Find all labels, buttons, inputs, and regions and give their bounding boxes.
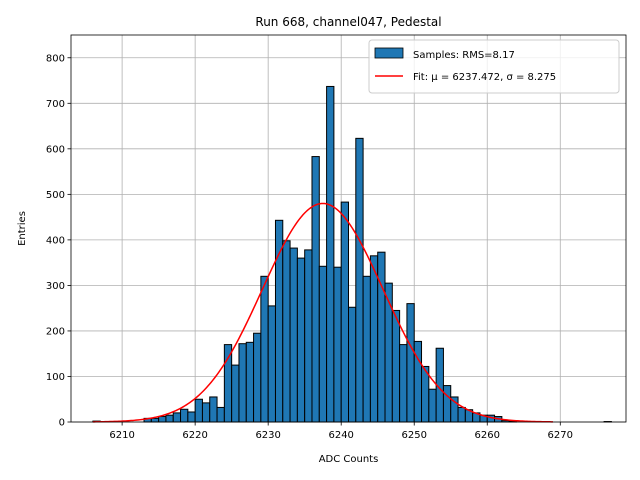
histogram-bar xyxy=(384,282,393,423)
y-tick-label: 500 xyxy=(46,190,65,201)
y-axis-ticks: 0 100 200 300 400 500 600 700 800 xyxy=(46,53,71,429)
histogram-bar xyxy=(318,265,328,423)
histogram-bar xyxy=(377,251,386,423)
legend-box xyxy=(368,39,620,94)
histogram-bar xyxy=(333,266,342,423)
histogram-bar xyxy=(391,309,401,423)
y-axis-label: Entries xyxy=(17,211,28,246)
legend: Samples: RMS=8.17 Fit: μ = 6237.472, σ =… xyxy=(368,39,620,94)
histogram-bar xyxy=(201,402,211,423)
histogram-bar xyxy=(340,201,349,423)
y-tick-label: 0 xyxy=(59,418,65,429)
legend-swatch-samples xyxy=(374,47,404,59)
histogram-bar xyxy=(428,388,437,423)
y-tick-label: 300 xyxy=(46,281,65,292)
y-tick-label: 700 xyxy=(46,99,65,110)
histogram-bar xyxy=(223,344,233,423)
histogram-bar xyxy=(231,364,240,423)
histogram-bar xyxy=(245,341,255,423)
histogram-bar xyxy=(150,417,160,423)
legend-label-fit: Fit: μ = 6237.472, σ = 8.275 xyxy=(413,72,556,83)
x-tick-label: 6270 xyxy=(548,430,573,441)
y-tick-label: 100 xyxy=(46,372,65,383)
histogram-bar xyxy=(348,306,357,423)
histogram-bar xyxy=(180,408,189,423)
histogram-bar xyxy=(165,414,174,423)
histogram-bar xyxy=(187,411,196,423)
x-tick-label: 6220 xyxy=(182,430,207,441)
y-tick-label: 200 xyxy=(46,326,65,337)
histogram-bar xyxy=(304,249,313,423)
histogram-bar xyxy=(457,406,466,423)
histogram-bars xyxy=(92,85,612,423)
y-tick-label: 600 xyxy=(46,144,65,155)
histogram-bar xyxy=(274,219,284,423)
y-tick-label: 400 xyxy=(46,235,65,246)
y-tick-label: 800 xyxy=(46,53,65,64)
x-tick-label: 6250 xyxy=(401,430,426,441)
histogram-bar xyxy=(369,255,379,423)
histogram-bar xyxy=(406,303,415,423)
histogram-bar xyxy=(216,406,225,423)
plot-frame xyxy=(70,34,627,423)
chart-title: Run 668, channel047, Pedestal xyxy=(255,15,441,29)
x-tick-label: 6240 xyxy=(328,430,353,441)
histogram-bar xyxy=(282,240,291,423)
histogram-bar xyxy=(296,257,306,423)
histogram-bar xyxy=(326,85,335,423)
x-axis-label: ADC Counts xyxy=(319,454,379,465)
fit-curve xyxy=(92,202,553,423)
histogram-bar xyxy=(267,305,276,423)
legend-label-samples: Samples: RMS=8.17 xyxy=(413,50,515,61)
histogram-bar xyxy=(158,416,167,423)
histogram-bar xyxy=(355,137,364,423)
histogram-bar xyxy=(238,343,247,423)
histogram-bar xyxy=(209,396,218,423)
x-tick-label: 6210 xyxy=(109,430,134,441)
histogram-bar xyxy=(260,275,269,423)
x-tick-label: 6260 xyxy=(475,430,500,441)
histogram-bar xyxy=(442,385,452,423)
histogram-bar xyxy=(172,412,182,423)
histogram-bar xyxy=(362,275,371,423)
histogram-bar xyxy=(399,344,408,423)
histogram-bar xyxy=(311,156,320,423)
x-tick-label: 6230 xyxy=(255,430,280,441)
histogram-bar xyxy=(253,332,262,423)
histogram-bar xyxy=(289,247,298,423)
histogram-bar xyxy=(194,398,203,423)
x-axis-ticks: 6210 6220 6230 6240 6250 6260 6270 xyxy=(109,422,573,441)
